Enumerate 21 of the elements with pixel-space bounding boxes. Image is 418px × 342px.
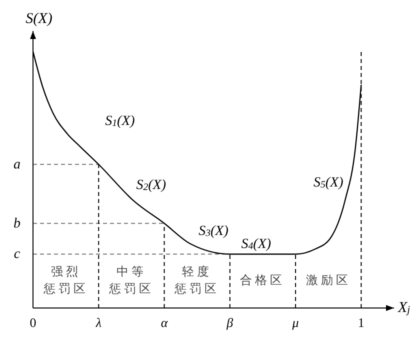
x-tick-label: 0 — [30, 314, 36, 330]
annotation: S$_{4}$(X) — [241, 236, 272, 252]
ref-line-label: a — [14, 156, 20, 172]
annotation: S$_{1}$(X) — [105, 113, 136, 129]
ref-line-label: c — [14, 246, 21, 262]
annotation: 中等惩罚区 — [108, 264, 154, 296]
y-axis-title: S(X) — [26, 11, 52, 27]
x-tick-label: α — [160, 314, 169, 330]
x-tick-label: μ — [291, 314, 300, 330]
annotation: 轻度惩罚区 — [174, 264, 220, 296]
annotation: S$_{2}$(X) — [136, 177, 166, 193]
ref-line-label: b — [14, 216, 20, 231]
x-tick-label: β — [226, 314, 234, 330]
annotation: 合格区 — [240, 272, 286, 287]
annotation: 强烈惩罚区 — [42, 264, 88, 296]
annotation: S$_{5}$(X) — [313, 174, 344, 190]
x-tick-label: 1 — [358, 314, 364, 330]
annotation: S$_{3}$(X) — [198, 224, 229, 240]
annotation: 激励区 — [306, 272, 351, 287]
x-tick-label: λ — [94, 314, 102, 330]
x-axis-title: X$_{j}$ — [397, 300, 410, 316]
